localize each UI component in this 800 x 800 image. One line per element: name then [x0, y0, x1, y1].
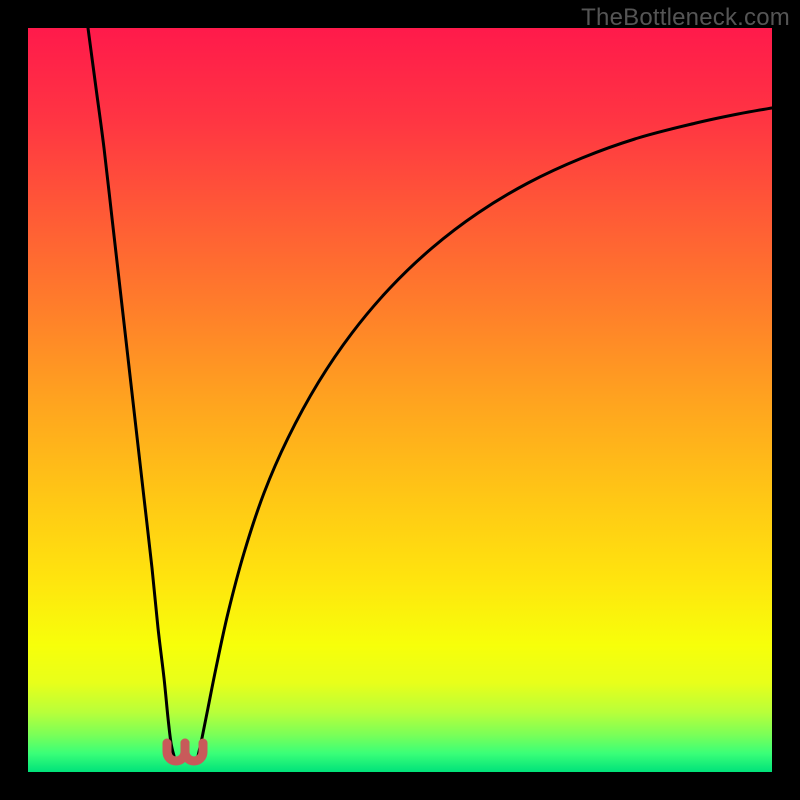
- plot-background: [28, 28, 772, 772]
- watermark-text: TheBottleneck.com: [581, 4, 790, 32]
- chart-container: TheBottleneck.com: [0, 0, 800, 800]
- bottleneck-plot: [0, 0, 800, 800]
